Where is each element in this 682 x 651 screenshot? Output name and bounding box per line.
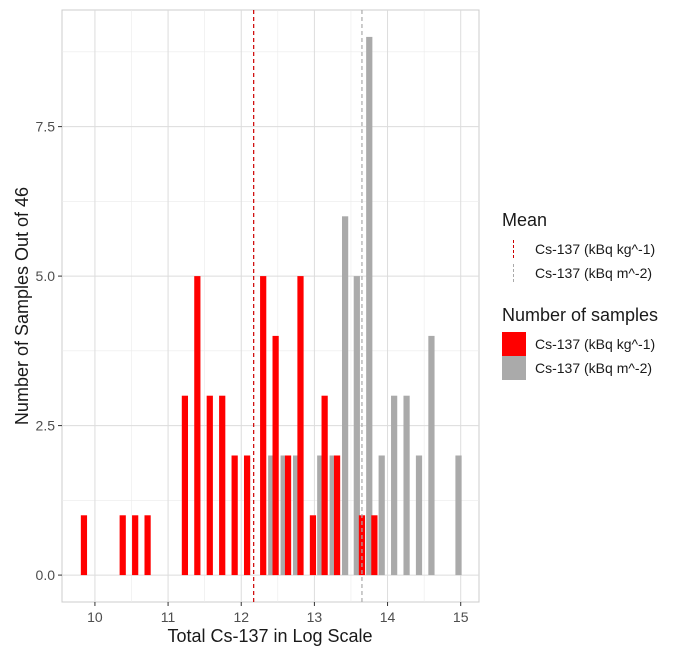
bar-kbq-kg — [231, 455, 238, 576]
legend-label: Cs-137 (kBq m^-2) — [535, 265, 653, 281]
bar-kbq-kg — [80, 515, 88, 576]
bar-kbq-kg — [144, 515, 151, 576]
bar-kbq-m2 — [366, 36, 373, 576]
bar-kbq-m2 — [317, 455, 324, 576]
bar-kbq-kg — [284, 455, 292, 576]
bar-kbq-kg — [321, 395, 328, 576]
bar-kbq-kg — [371, 515, 378, 576]
x-tick-label: 12 — [233, 609, 249, 625]
legend-label: Cs-137 (kBq m^-2) — [535, 360, 653, 376]
y-tick-label: 0.0 — [36, 567, 56, 583]
fill-swatch-key — [502, 332, 526, 356]
legend-mean: Mean Cs-137 (kBq kg^-1) Cs-137 (kBq m^-2… — [502, 210, 682, 285]
grid — [62, 10, 479, 602]
bar-kbq-m2 — [329, 455, 336, 576]
legend-samples-title: Number of samples — [502, 305, 659, 325]
bar-kbq-kg — [243, 455, 251, 576]
bar-kbq-kg — [194, 276, 201, 576]
bar-kbq-m2 — [342, 216, 349, 576]
bar-kbq-kg — [297, 276, 304, 576]
y-tick-label: 5.0 — [36, 268, 56, 284]
bar-kbq-m2 — [415, 455, 423, 576]
x-tick-label: 14 — [380, 609, 396, 625]
fill-swatch-key — [502, 356, 526, 380]
y-tick-label: 7.5 — [36, 119, 56, 135]
bar-kbq-m2 — [378, 455, 385, 576]
legend-label: Cs-137 (kBq kg^-1) — [535, 336, 656, 352]
bar-kbq-m2 — [391, 395, 398, 576]
bar-kbq-kg — [132, 515, 139, 576]
legend-label: Cs-137 (kBq kg^-1) — [535, 241, 656, 257]
x-tick-label: 15 — [453, 609, 469, 625]
bar-kbq-m2 — [353, 276, 360, 576]
y-tick-label: 2.5 — [36, 418, 56, 434]
bar-kbq-kg — [119, 515, 126, 576]
bar-kbq-kg — [260, 276, 267, 576]
bar-kbq-m2 — [268, 455, 275, 576]
dashed-line-key — [502, 261, 526, 285]
bar-kbq-kg — [206, 395, 213, 576]
legend-samples: Number of samples Cs-137 (kBq kg^-1) Cs-… — [502, 305, 682, 380]
mean-lines — [253, 10, 363, 602]
legend-samples-item: Cs-137 (kBq kg^-1) — [502, 332, 682, 356]
bar-kbq-kg — [309, 515, 317, 576]
dashed-line-key — [502, 237, 526, 261]
bar-kbq-m2 — [280, 455, 287, 576]
bar-kbq-kg — [333, 455, 341, 576]
bar-kbq-m2 — [292, 455, 300, 576]
legend-mean-title: Mean — [502, 210, 548, 230]
bar-kbq-m2 — [403, 395, 410, 576]
x-tick-label: 10 — [87, 609, 103, 625]
y-axis-title: Number of Samples Out of 46 — [12, 187, 32, 425]
legend-mean-item: Cs-137 (kBq kg^-1) — [502, 237, 682, 261]
bar-kbq-m2 — [455, 455, 462, 576]
bar-kbq-kg — [219, 395, 226, 576]
legend-mean-item: Cs-137 (kBq m^-2) — [502, 261, 682, 285]
tick-labels: 10 11 12 13 14 15 0.0 2.5 5.0 7.5 — [36, 119, 469, 625]
x-tick-label: 11 — [161, 609, 176, 625]
x-axis-title: Total Cs-137 in Log Scale — [167, 626, 372, 646]
legend-samples-item: Cs-137 (kBq m^-2) — [502, 356, 682, 380]
x-tick-label: 13 — [307, 609, 323, 625]
bar-kbq-kg — [272, 335, 279, 576]
bar-kbq-m2 — [428, 335, 435, 576]
bar-kbq-kg — [181, 395, 189, 576]
legend: Mean Cs-137 (kBq kg^-1) Cs-137 (kBq m^-2… — [502, 210, 682, 380]
bars — [80, 36, 462, 576]
